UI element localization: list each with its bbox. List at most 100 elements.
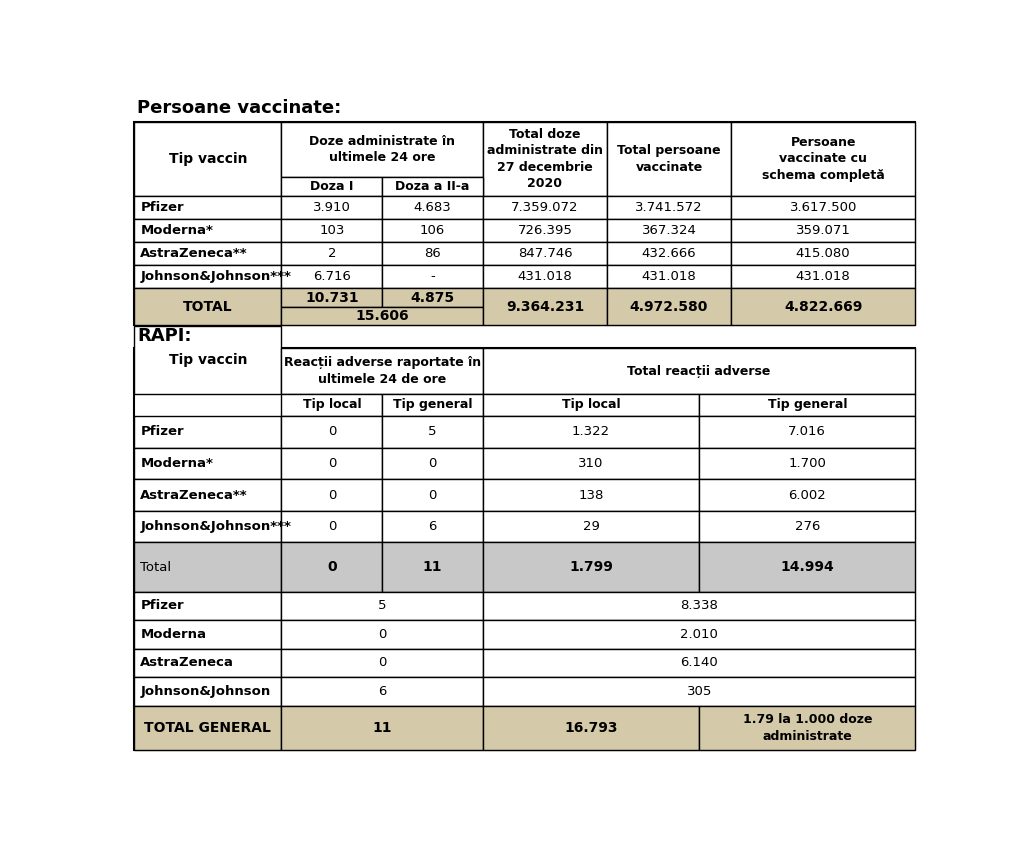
- Bar: [282, 592, 483, 620]
- Bar: [483, 288, 607, 326]
- Bar: [699, 706, 915, 751]
- Text: 0: 0: [378, 656, 386, 670]
- Bar: [483, 219, 607, 242]
- Bar: [483, 677, 915, 706]
- Text: 0: 0: [328, 457, 336, 470]
- Text: Doza I: Doza I: [310, 180, 353, 193]
- Text: AstraZeneca**: AstraZeneca**: [140, 247, 248, 260]
- Bar: [282, 542, 382, 592]
- Text: 106: 106: [420, 224, 445, 237]
- Text: 10.731: 10.731: [305, 291, 358, 304]
- Text: 0: 0: [378, 628, 386, 641]
- Text: 9.364.231: 9.364.231: [506, 300, 584, 314]
- Text: 5: 5: [428, 426, 437, 439]
- Text: Moderna*: Moderna*: [140, 224, 213, 237]
- Text: 0: 0: [328, 520, 336, 533]
- Text: Pfizer: Pfizer: [140, 201, 184, 214]
- Bar: [134, 122, 915, 326]
- Bar: [699, 448, 915, 479]
- Text: Tip local: Tip local: [302, 399, 361, 411]
- Text: 4.683: 4.683: [414, 201, 452, 214]
- Bar: [282, 265, 382, 288]
- Bar: [607, 242, 731, 265]
- Bar: [282, 479, 382, 511]
- Bar: [607, 265, 731, 288]
- Bar: [382, 394, 483, 416]
- Text: 3.741.572: 3.741.572: [635, 201, 702, 214]
- Bar: [134, 122, 282, 196]
- Text: 6: 6: [378, 685, 386, 698]
- Bar: [483, 592, 915, 620]
- Text: 6.140: 6.140: [680, 656, 718, 670]
- Text: AstraZeneca: AstraZeneca: [140, 656, 234, 670]
- Text: 4.972.580: 4.972.580: [630, 300, 709, 314]
- Bar: [699, 416, 915, 448]
- Bar: [382, 265, 483, 288]
- Bar: [282, 448, 382, 479]
- Bar: [483, 122, 607, 196]
- Bar: [607, 288, 731, 326]
- Text: 2: 2: [328, 247, 336, 260]
- Bar: [731, 122, 915, 196]
- Text: 431.018: 431.018: [517, 270, 572, 283]
- Text: 29: 29: [583, 520, 599, 533]
- Text: 0: 0: [327, 560, 337, 574]
- Text: Persoane
vaccinate cu
schema completă: Persoane vaccinate cu schema completă: [762, 136, 885, 182]
- Bar: [382, 288, 483, 307]
- Text: TOTAL GENERAL: TOTAL GENERAL: [144, 721, 271, 735]
- Bar: [282, 416, 382, 448]
- Bar: [134, 706, 282, 751]
- Text: 1.322: 1.322: [572, 426, 610, 439]
- Bar: [483, 448, 699, 479]
- Bar: [134, 288, 282, 326]
- Text: 138: 138: [579, 489, 604, 501]
- Bar: [607, 122, 731, 196]
- Bar: [382, 511, 483, 542]
- Bar: [607, 196, 731, 219]
- Text: Johnson&Johnson***: Johnson&Johnson***: [140, 270, 291, 283]
- Text: 1.799: 1.799: [569, 560, 613, 574]
- Text: 432.666: 432.666: [642, 247, 696, 260]
- Text: Persoane vaccinate:: Persoane vaccinate:: [137, 99, 342, 117]
- Bar: [483, 542, 699, 592]
- Bar: [282, 219, 382, 242]
- Text: Total: Total: [140, 561, 172, 574]
- Text: 2.010: 2.010: [680, 628, 718, 641]
- Bar: [382, 448, 483, 479]
- Text: 305: 305: [686, 685, 712, 698]
- Text: 359.071: 359.071: [796, 224, 851, 237]
- Bar: [483, 620, 915, 649]
- Bar: [134, 326, 282, 394]
- Bar: [731, 242, 915, 265]
- Text: Pfizer: Pfizer: [140, 599, 184, 613]
- Bar: [134, 348, 915, 751]
- Text: RAPI:: RAPI:: [137, 327, 191, 345]
- Bar: [731, 288, 915, 326]
- Bar: [134, 620, 282, 649]
- Text: 0: 0: [428, 489, 437, 501]
- Text: 11: 11: [423, 560, 442, 574]
- Text: 14.994: 14.994: [780, 560, 835, 574]
- Bar: [699, 511, 915, 542]
- Bar: [134, 511, 282, 542]
- Text: 7.016: 7.016: [788, 426, 826, 439]
- Bar: [382, 542, 483, 592]
- Text: Moderna: Moderna: [140, 628, 207, 641]
- Bar: [731, 196, 915, 219]
- Bar: [483, 348, 915, 394]
- Text: 6.716: 6.716: [313, 270, 351, 283]
- Bar: [483, 706, 699, 751]
- Text: 4.875: 4.875: [411, 291, 455, 304]
- Text: 367.324: 367.324: [641, 224, 696, 237]
- Text: Total reacții adverse: Total reacții adverse: [628, 365, 771, 377]
- Text: Pfizer: Pfizer: [140, 426, 184, 439]
- Text: 16.793: 16.793: [564, 721, 617, 735]
- Bar: [282, 649, 483, 677]
- Bar: [134, 416, 282, 448]
- Bar: [134, 265, 282, 288]
- Text: 431.018: 431.018: [642, 270, 696, 283]
- Bar: [282, 196, 382, 219]
- Bar: [731, 219, 915, 242]
- Bar: [483, 265, 607, 288]
- Text: Total persoane
vaccinate: Total persoane vaccinate: [617, 144, 721, 173]
